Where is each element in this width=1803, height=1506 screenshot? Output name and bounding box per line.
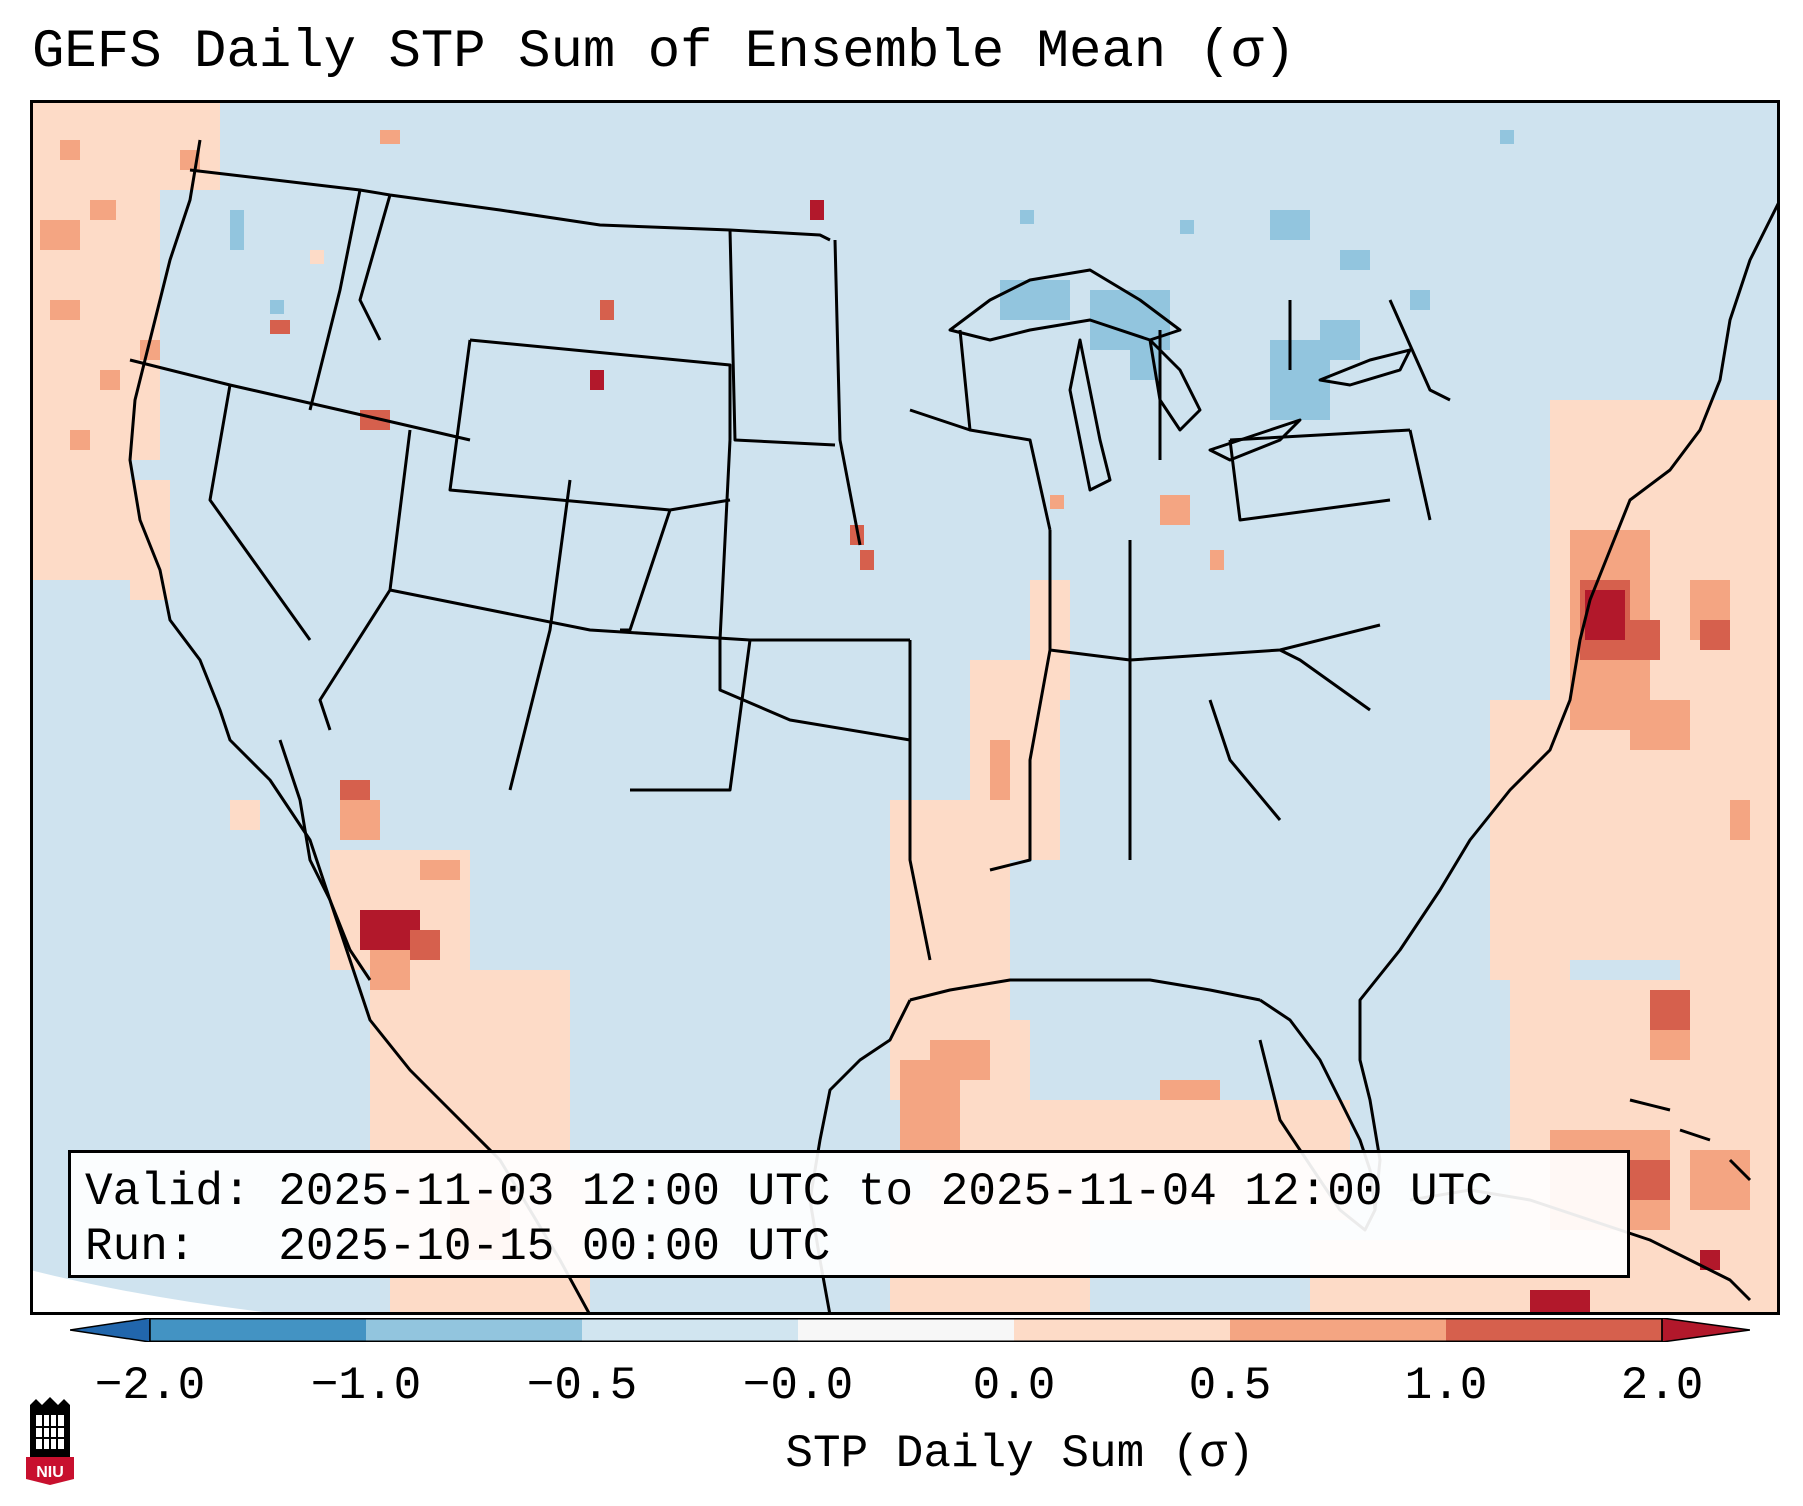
pacific-moderate-cells <box>40 140 200 450</box>
colorbar-segment-4 <box>798 1318 1014 1342</box>
colorbar-segment-7 <box>1446 1318 1662 1342</box>
colorbar-tick-label: −2.0 <box>94 1360 206 1412</box>
niu-logo: NIU <box>26 1397 74 1485</box>
out-of-domain-corner <box>30 1270 290 1315</box>
logo-text: NIU <box>36 1464 64 1481</box>
colorbar-tick-label: 2.0 <box>1620 1360 1704 1412</box>
colorbar-segment-6 <box>1230 1318 1446 1342</box>
map-panel <box>30 100 1780 1315</box>
valid-value: 2025-11-03 12:00 UTC to 2025-11-04 12:00… <box>278 1166 1493 1218</box>
validity-info-box: Valid: 2025-11-03 12:00 UTC to 2025-11-0… <box>68 1150 1630 1278</box>
colorbar <box>70 1318 1750 1342</box>
colorbar-tick-label: 1.0 <box>1404 1360 1488 1412</box>
colorbar-segment-3 <box>582 1318 798 1342</box>
gulf-of-california-strong <box>340 780 440 960</box>
colorbar-extend-high <box>1661 1318 1750 1342</box>
colorbar-tick-label: 0.5 <box>1188 1360 1272 1412</box>
colorbar-tick-label: −1.0 <box>310 1360 422 1412</box>
colorbar-tick-label: 0.0 <box>972 1360 1056 1412</box>
colorbar-tick-label: −0.5 <box>526 1360 638 1412</box>
chart-title: GEFS Daily STP Sum of Ensemble Mean (σ) <box>32 22 1296 83</box>
valid-label: Valid: <box>85 1166 251 1218</box>
colorbar-segment-5 <box>1014 1318 1230 1342</box>
texas-coast-moderate <box>900 740 1220 1160</box>
colorbar-segment-2 <box>366 1318 582 1342</box>
interior-scattered-cells <box>270 130 1224 570</box>
colorbar-extend-low <box>70 1318 151 1342</box>
colorbar-frame <box>149 1318 1663 1342</box>
state-boundaries <box>129 168 1451 961</box>
colorbar-segment-1 <box>150 1318 366 1342</box>
run-label: Run: <box>85 1221 196 1273</box>
run-value: 2025-10-15 00:00 UTC <box>278 1221 831 1273</box>
colorbar-label: STP Daily Sum (σ) <box>785 1428 1255 1480</box>
colorbar-tick-label: −0.0 <box>742 1360 854 1412</box>
map-frame <box>30 100 1780 1315</box>
